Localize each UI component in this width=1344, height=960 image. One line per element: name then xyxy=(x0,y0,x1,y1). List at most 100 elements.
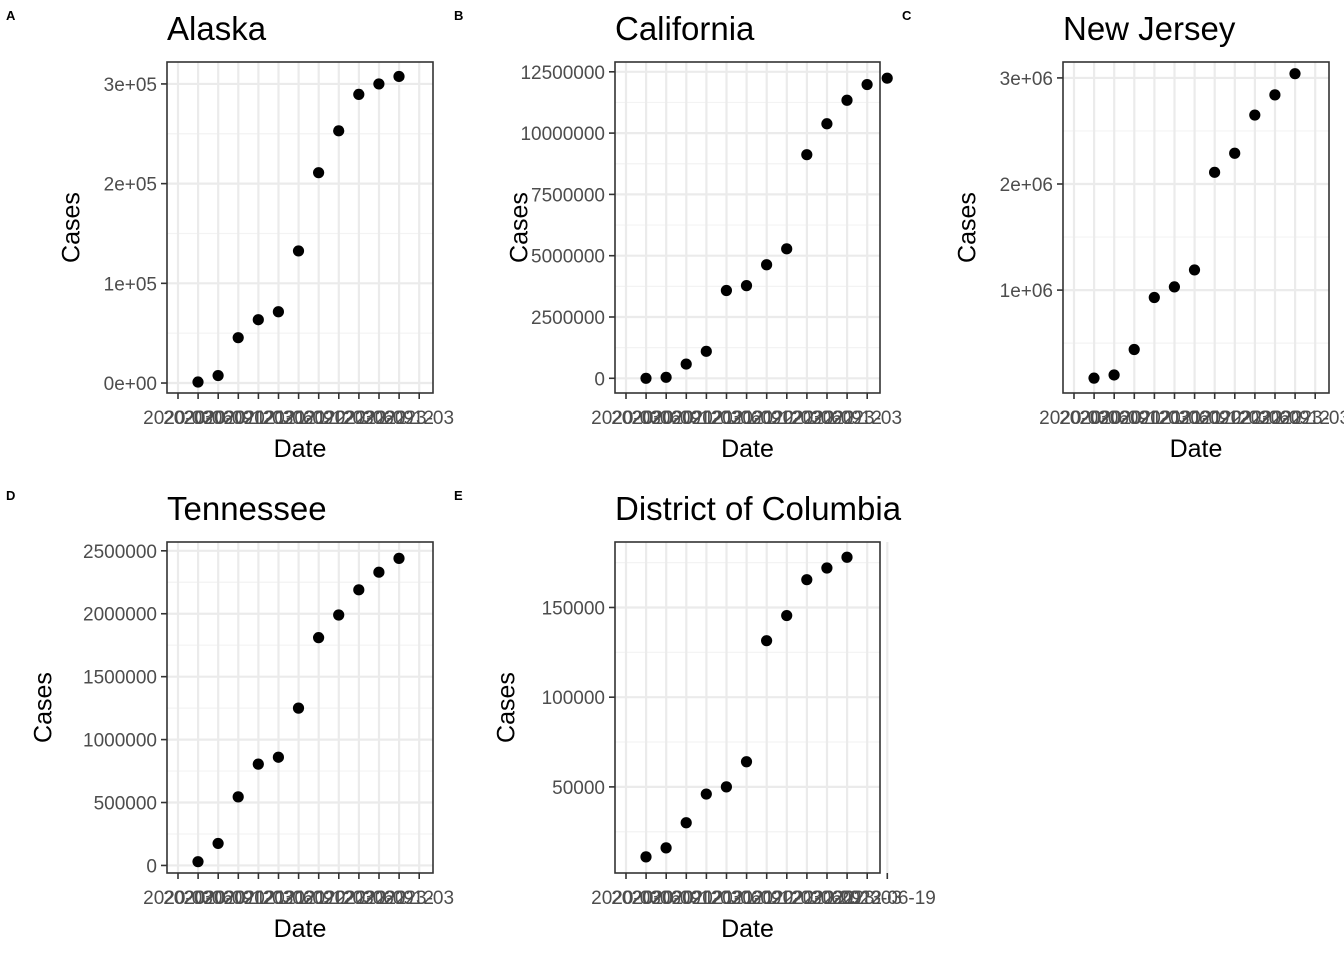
data-point xyxy=(1128,343,1140,356)
data-point xyxy=(761,259,773,271)
plot-background xyxy=(1063,62,1329,393)
x-tick-label: 2022-06 xyxy=(772,888,842,909)
data-point xyxy=(1148,291,1160,304)
data-point xyxy=(272,306,284,318)
panel-title: Tennessee xyxy=(167,490,327,527)
panel-tag: C xyxy=(902,8,912,23)
x-tick-label: 2020-03 xyxy=(591,888,661,909)
data-point xyxy=(680,817,692,829)
data-point xyxy=(1249,109,1261,121)
x-tick-label: 2022-06 xyxy=(772,408,842,429)
plot-frame xyxy=(614,541,881,874)
data-point xyxy=(660,842,672,854)
data-point xyxy=(252,314,264,326)
x-axis-title: Date xyxy=(274,435,327,463)
panel-d: 0 500000 1000000 1500000 2000000 2500000 2020-… xyxy=(6,488,454,943)
data-point xyxy=(1209,166,1221,178)
x-tick-label: 2020-12 xyxy=(651,888,721,909)
data-point xyxy=(393,70,405,83)
x-tick-label: 2020-09 xyxy=(631,888,701,909)
data-point xyxy=(292,245,305,257)
y-axis-title: Cases xyxy=(58,192,86,263)
data-point xyxy=(292,702,305,714)
x-tick-label: 2022-09 xyxy=(1240,408,1310,429)
y-tick-label: 12500000 xyxy=(520,63,605,84)
x-tick-label: 2021-12 xyxy=(284,408,354,429)
x-tick-label: 2021-06 xyxy=(1140,408,1210,429)
data-point xyxy=(861,78,873,91)
data-point xyxy=(313,167,325,179)
x-tick-label: 2020-12 xyxy=(203,888,273,909)
data-point xyxy=(313,632,325,644)
data-point xyxy=(761,635,773,647)
x-tick-label: 2021-06 xyxy=(692,408,762,429)
data-point xyxy=(353,584,365,596)
y-tick-label: 2500000 xyxy=(531,308,605,329)
data-point xyxy=(740,280,753,292)
x-tick-label: 2021-09 xyxy=(712,888,782,909)
x-tick-label: 2022-09 xyxy=(792,888,862,909)
y-tick-label: 1e+06 xyxy=(1000,281,1053,302)
x-tick-label: 2022-06 xyxy=(324,408,394,429)
data-point xyxy=(373,78,385,90)
x-tick-label: 2021-12 xyxy=(732,408,802,429)
y-tick-label: 50000 xyxy=(552,778,605,799)
x-tick-label: 2023-03 xyxy=(832,888,902,909)
x-tick-label: 2020-06 xyxy=(163,888,233,909)
x-tick-label: 2021-03 xyxy=(672,408,742,429)
x-tick-label: 2022-03 xyxy=(752,408,822,429)
x-tick-label: 2021-12 xyxy=(284,888,354,909)
y-tick-label: 1000000 xyxy=(83,731,157,752)
x-tick-label: 2022-12 xyxy=(364,888,434,909)
x-tick-label: 2021-09 xyxy=(264,888,334,909)
y-tick-label: 3e+05 xyxy=(104,75,157,96)
y-tick-label: 150000 xyxy=(542,598,605,619)
plot-frame xyxy=(614,61,881,394)
data-point xyxy=(841,94,853,106)
y-tick-label: 5000000 xyxy=(531,247,605,268)
x-tick-label: 2020-03 xyxy=(591,408,661,429)
data-point xyxy=(192,856,204,868)
data-point xyxy=(212,837,224,850)
data-point xyxy=(801,574,813,586)
x-tick-label: 2021-03 xyxy=(1120,408,1190,429)
panel-tag: B xyxy=(454,8,463,23)
data-point xyxy=(640,372,652,384)
data-point xyxy=(841,551,853,563)
data-point xyxy=(700,788,712,800)
data-point xyxy=(881,72,893,84)
y-tick-label: 7500000 xyxy=(531,185,605,206)
x-tick-label: 2022-09 xyxy=(344,408,414,429)
data-point xyxy=(1168,281,1180,293)
x-tick-label: 2022-03 xyxy=(304,408,374,429)
data-point xyxy=(720,781,733,793)
data-point xyxy=(1229,147,1241,159)
y-tick-label: 2500000 xyxy=(83,542,157,563)
x-tick-label: 2022-09 xyxy=(344,888,414,909)
panel-tag: E xyxy=(454,488,463,503)
x-tick-label: 2021-06 xyxy=(244,408,314,429)
x-tick-label: 2022-03 xyxy=(1200,408,1270,429)
x-tick-label: 2022-09 xyxy=(792,408,862,429)
x-tick-label: 2020-12 xyxy=(1099,408,1169,429)
x-tick-label: 2021-03 xyxy=(224,408,294,429)
y-tick-label: 1e+05 xyxy=(104,274,157,295)
y-axis-title: Cases xyxy=(493,672,521,743)
panel-e: 500001000001500002020-032020-062020-0920… xyxy=(454,488,936,943)
data-point xyxy=(1088,372,1100,384)
x-axis-title: Date xyxy=(1170,435,1223,463)
data-point xyxy=(801,149,813,161)
x-tick-label: 2022-12 xyxy=(812,888,882,909)
y-tick-label: 10000000 xyxy=(520,124,605,145)
x-tick-label: 2020-06 xyxy=(611,888,681,909)
panel-title: California xyxy=(615,10,755,47)
x-tick-label: 2020-09 xyxy=(631,408,701,429)
x-tick-label: 2021-12 xyxy=(732,888,802,909)
x-tick-label: 2023-03 xyxy=(384,888,454,909)
data-point xyxy=(781,243,793,255)
x-tick-label: 2021-09 xyxy=(712,408,782,429)
plot-background xyxy=(167,62,433,393)
data-point xyxy=(680,358,692,370)
x-tick-label: 2020-03 xyxy=(1039,408,1109,429)
data-point xyxy=(821,562,833,574)
